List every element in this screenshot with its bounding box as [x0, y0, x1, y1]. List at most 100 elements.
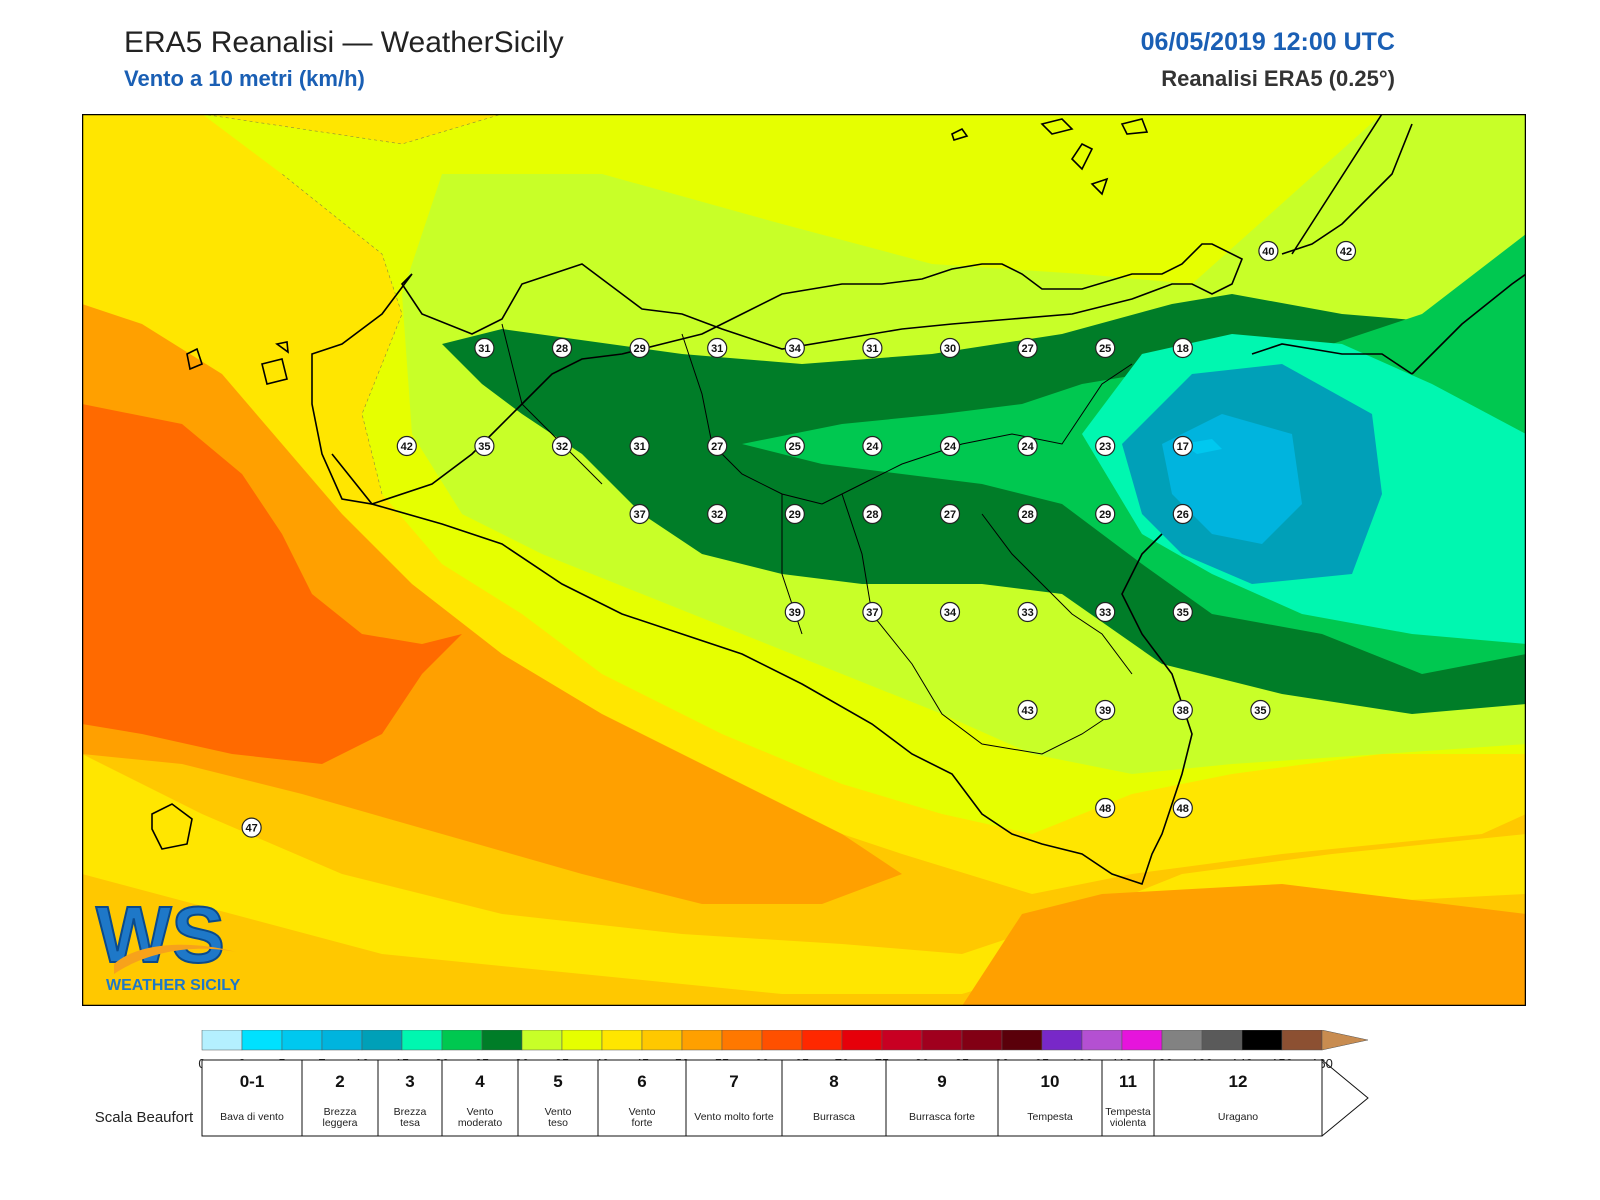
beaufort-number: 4: [475, 1072, 485, 1091]
color-scale-bar: [201, 1030, 1369, 1051]
station-marker-circle: [862, 503, 883, 525]
station-marker-circle: [1017, 435, 1038, 457]
station-marker: 31: [629, 435, 650, 457]
station-marker: 31: [862, 337, 883, 359]
scale-color-cell: [1201, 1030, 1243, 1051]
beaufort-cell-box: [441, 1059, 519, 1137]
station-marker: 27: [939, 503, 961, 525]
station-markers: 40 42 31 28 29 31 34 31 30 27 25 18 42 35 32 31 27 25 24 24…: [241, 240, 1357, 838]
station-marker: 24: [1017, 435, 1038, 457]
station-marker-circle: [784, 435, 805, 457]
station-marker: 42: [396, 435, 417, 457]
beaufort-number: 2: [335, 1072, 344, 1091]
scale-color-cell: [201, 1030, 243, 1051]
beaufort-cell: 3 Brezza tesa: [377, 1059, 443, 1137]
scale-color-cell: [521, 1030, 563, 1051]
station-marker: 29: [629, 337, 650, 359]
beaufort-cell-box: [301, 1059, 379, 1137]
beaufort-cell: 11 Tempesta violenta: [1101, 1059, 1155, 1137]
station-marker-circle: [1017, 699, 1038, 721]
station-marker-circle: [862, 337, 883, 359]
station-value: 35: [1177, 607, 1189, 619]
station-marker-circle: [1172, 337, 1193, 359]
station-marker: 34: [784, 337, 805, 359]
beaufort-description-line: violenta: [1110, 1117, 1146, 1129]
beaufort-description-line: teso: [548, 1117, 568, 1129]
scale-color-cell: [761, 1030, 803, 1051]
station-value: 28: [1021, 509, 1033, 521]
station-marker-circle: [474, 337, 495, 359]
beaufort-description-line: Vento: [629, 1106, 656, 1118]
station-marker-circle: [1172, 699, 1193, 721]
station-marker: 39: [1095, 699, 1116, 721]
station-marker-circle: [474, 435, 495, 457]
station-value: 39: [1099, 705, 1111, 717]
scale-color-cell: [681, 1030, 723, 1051]
beaufort-description: Tempesta violenta: [1105, 1106, 1151, 1129]
station-marker: 29: [784, 503, 805, 525]
station-value: 29: [633, 343, 645, 355]
sicily-coast: [311, 243, 1244, 505]
station-value: 30: [944, 343, 956, 355]
beaufort-description-line: tesa: [400, 1117, 420, 1129]
scale-color-cell: [1081, 1030, 1123, 1051]
station-marker-circle: [551, 435, 573, 457]
station-value: 23: [1099, 441, 1111, 453]
wind-field-40-45-south: [82, 754, 1526, 994]
header-title: ERA5 Reanalisi — WeatherSicily: [124, 26, 564, 59]
scale-color-cell: [241, 1030, 283, 1051]
station-value: 43: [1021, 705, 1033, 717]
station-marker-circle: [1172, 435, 1193, 457]
beaufort-cell: 12 Uragano: [1153, 1059, 1323, 1137]
station-marker-circle: [939, 337, 961, 359]
station-marker: 35: [474, 435, 495, 457]
station-marker-circle: [551, 337, 573, 359]
scale-color-cell: [401, 1030, 443, 1051]
station-marker: 32: [551, 435, 573, 457]
map-frame: [82, 114, 1526, 1006]
station-marker-circle: [1017, 503, 1038, 525]
station-marker: 34: [939, 601, 961, 623]
beaufort-cell: 10 Tempesta: [997, 1059, 1103, 1137]
station-marker: 33: [1095, 601, 1116, 623]
beaufort-number: 10: [1041, 1072, 1060, 1091]
beaufort-cell-box: [997, 1059, 1103, 1137]
station-marker-circle: [241, 817, 262, 838]
station-marker-circle: [939, 601, 961, 623]
station-value: 32: [711, 509, 723, 521]
scale-arrow: [1321, 1030, 1369, 1051]
beaufort-number: 8: [829, 1072, 838, 1091]
beaufort-number: 3: [405, 1072, 414, 1091]
province-borders: [501, 323, 1133, 755]
beaufort-cell: 9 Burrasca forte: [885, 1059, 999, 1137]
station-marker: 42: [1335, 240, 1357, 262]
beaufort-description: Burrasca: [813, 1111, 855, 1123]
beaufort-cell: 5 Vento teso: [517, 1059, 599, 1137]
header-datetime: 06/05/2019 12:00 UTC: [1140, 28, 1395, 56]
station-marker: 37: [629, 503, 650, 525]
beaufort-description-line: Vento: [545, 1106, 572, 1118]
station-marker: 27: [707, 435, 728, 457]
scale-color-cell: [801, 1030, 843, 1051]
station-marker-circle: [784, 503, 805, 525]
scale-color-cell: [321, 1030, 363, 1051]
station-value: 29: [789, 509, 801, 521]
station-marker: 40: [1258, 240, 1279, 262]
station-marker: 28: [551, 337, 573, 359]
station-marker-circle: [784, 601, 805, 623]
station-value: 26: [1177, 509, 1189, 521]
station-value: 42: [1340, 246, 1352, 258]
station-marker: 48: [1095, 797, 1116, 819]
station-marker-circle: [396, 435, 417, 457]
beaufort-description-line: Burrasca: [813, 1111, 855, 1123]
sicily-south-coast: [331, 453, 1193, 886]
station-value: 48: [1099, 803, 1111, 815]
scale-color-cell: [881, 1030, 923, 1051]
scale-color-cell: [601, 1030, 643, 1051]
station-value: 28: [556, 343, 568, 355]
beaufort-description: Vento molto forte: [694, 1111, 774, 1123]
station-marker-circle: [1258, 240, 1279, 262]
beaufort-cell: 0-1 Bava di vento: [201, 1059, 303, 1137]
beaufort-cell: 6 Vento forte: [597, 1059, 687, 1137]
scale-color-cell: [921, 1030, 963, 1051]
